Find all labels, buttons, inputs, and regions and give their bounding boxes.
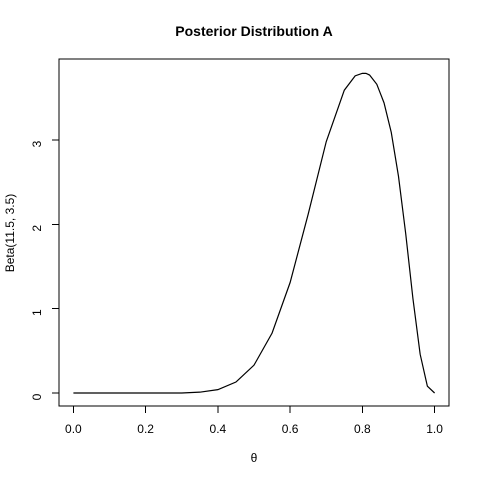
x-tick-label: 0.8 [354,422,371,436]
chart-title: Posterior Distribution A [175,23,332,39]
x-tick-label: 1.0 [426,422,443,436]
y-axis: 0 1 2 3 [30,139,60,400]
plot-frame [58,58,450,407]
x-axis-label: θ [251,451,258,465]
x-tick-label: 0.0 [65,422,82,436]
x-axis: 0.0 0.2 0.4 0.6 0.8 1.0 [65,405,443,436]
x-tick-label: 0.4 [210,422,227,436]
y-tick-label: 3 [30,140,44,147]
x-tick-label: 0.2 [137,422,154,436]
y-tick-label: 0 [30,393,44,400]
posterior-density-line [73,72,436,394]
y-tick-label: 2 [30,225,44,232]
y-tick-label: 1 [30,309,44,316]
x-tick-label: 0.6 [282,422,299,436]
y-axis-label: Beta(11.5, 3.5) [3,194,17,273]
